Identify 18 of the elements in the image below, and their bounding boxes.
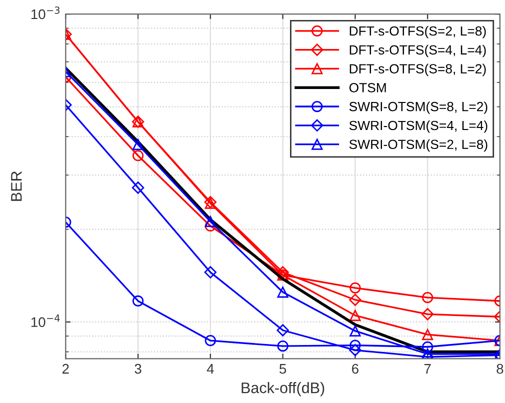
legend-label: DFT-s-OTFS(S=8, L=2) [350,64,486,76]
x-tick-label: 5 [279,364,286,374]
y-tick-label: 10$^{−4}$ [31,314,60,328]
legend-label: DFT-s-OTFS(S=2, L=8) [350,26,486,38]
legend-label: SWRI-OTSM(S=2, L=8) [349,139,488,152]
legend-label: SWRI-OTSM(S=4, L=4) [349,120,488,133]
legend-label: OTSM [349,83,386,92]
x-tick-label: 4 [206,364,214,374]
legend-label: DFT-s-OTFS(S=4, L=4) [350,44,486,58]
x-tick-label: 8 [496,364,504,374]
legend-label: SWRI-OTSM(S=8, L=2) [349,102,488,114]
x-tick-label: 2 [62,364,69,374]
x-tick-label: 6 [352,364,358,374]
x-tick-label: 3 [134,364,142,374]
y-tick-label: 10$^{−3}$ [31,6,60,20]
x-axis-title: Back-off(dB) [242,382,324,396]
y-axis-title: BER [11,171,22,201]
x-tick-label: 7 [424,364,431,374]
